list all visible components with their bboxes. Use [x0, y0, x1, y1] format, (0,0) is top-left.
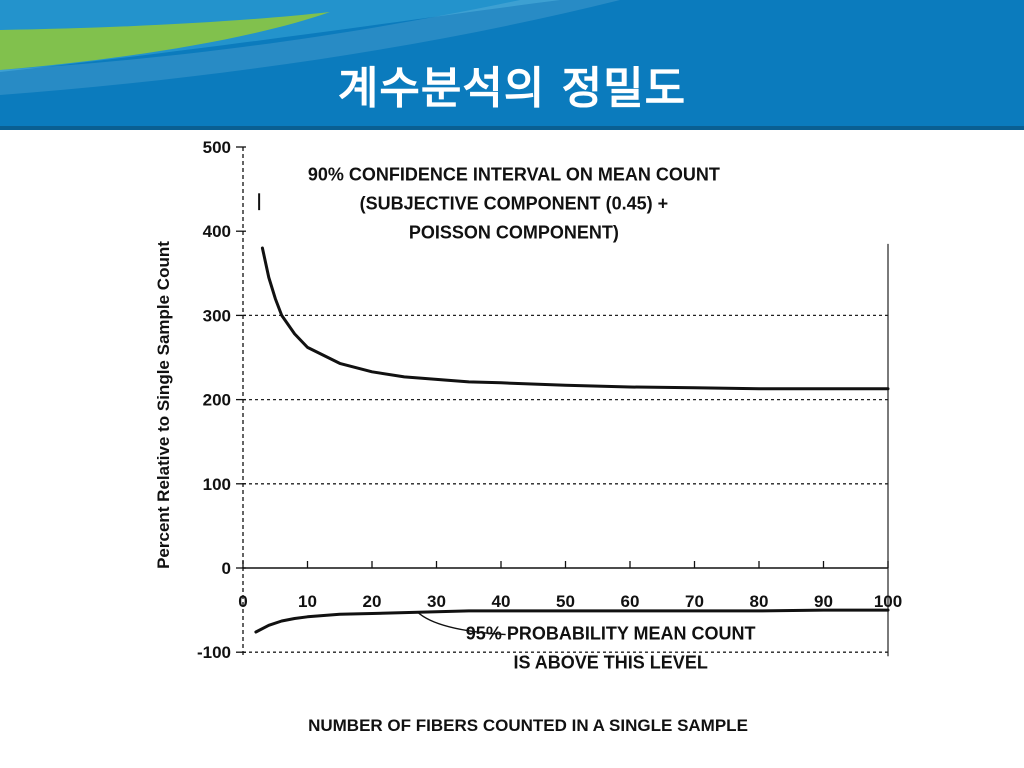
annotation-0-line-2: POISSON COMPONENT): [409, 223, 619, 243]
annotation-1-line-0: 95% PROBABILITY MEAN COUNT: [466, 624, 756, 644]
y-tick-label-500: 500: [203, 138, 231, 157]
ticks: 0 10 20 30 40 50 60 70 80 90 100 -100 0 100 200 300 400 5…: [197, 138, 902, 662]
x-tick-label-0: 0: [238, 592, 247, 611]
annotation-0-line-0: 90% CONFIDENCE INTERVAL ON MEAN COUNT: [308, 165, 720, 185]
x-tick-label-40: 40: [492, 592, 511, 611]
y-tick-label-200: 200: [203, 391, 231, 410]
x-tick-label-80: 80: [750, 592, 769, 611]
series-line-upper: [260, 246, 890, 391]
x-tick-label-30: 30: [427, 592, 446, 611]
title-banner: [0, 0, 1024, 130]
series-line-lower: [254, 608, 890, 634]
x-tick-label-60: 60: [621, 592, 640, 611]
slide-title: 계수분석의 정밀도: [337, 63, 687, 114]
x-axis-label: NUMBER OF FIBERS COUNTED IN A SINGLE SAM…: [308, 716, 748, 735]
annotation-pointer-1: [416, 611, 506, 636]
series: [254, 193, 890, 634]
y-tick-label-0: 0: [222, 559, 231, 578]
y-tick-label-100: 100: [203, 475, 231, 494]
x-tick-label-20: 20: [363, 592, 382, 611]
annotation-0-line-1: (SUBJECTIVE COMPONENT (0.45) +: [360, 194, 669, 214]
y-tick-label--100: -100: [197, 643, 231, 662]
y-axis-label: Percent Relative to Single Sample Count: [154, 241, 173, 569]
x-tick-label-70: 70: [685, 592, 704, 611]
y-tick-label-300: 300: [203, 306, 231, 325]
annotations: 90% CONFIDENCE INTERVAL ON MEAN COUNT (SU…: [308, 165, 756, 673]
y-tick-label-400: 400: [203, 222, 231, 241]
x-tick-label-50: 50: [556, 592, 575, 611]
x-tick-label-100: 100: [874, 592, 902, 611]
x-tick-label-10: 10: [298, 592, 317, 611]
x-tick-label-90: 90: [814, 592, 833, 611]
annotation-1-line-1: IS ABOVE THIS LEVEL: [513, 653, 707, 673]
